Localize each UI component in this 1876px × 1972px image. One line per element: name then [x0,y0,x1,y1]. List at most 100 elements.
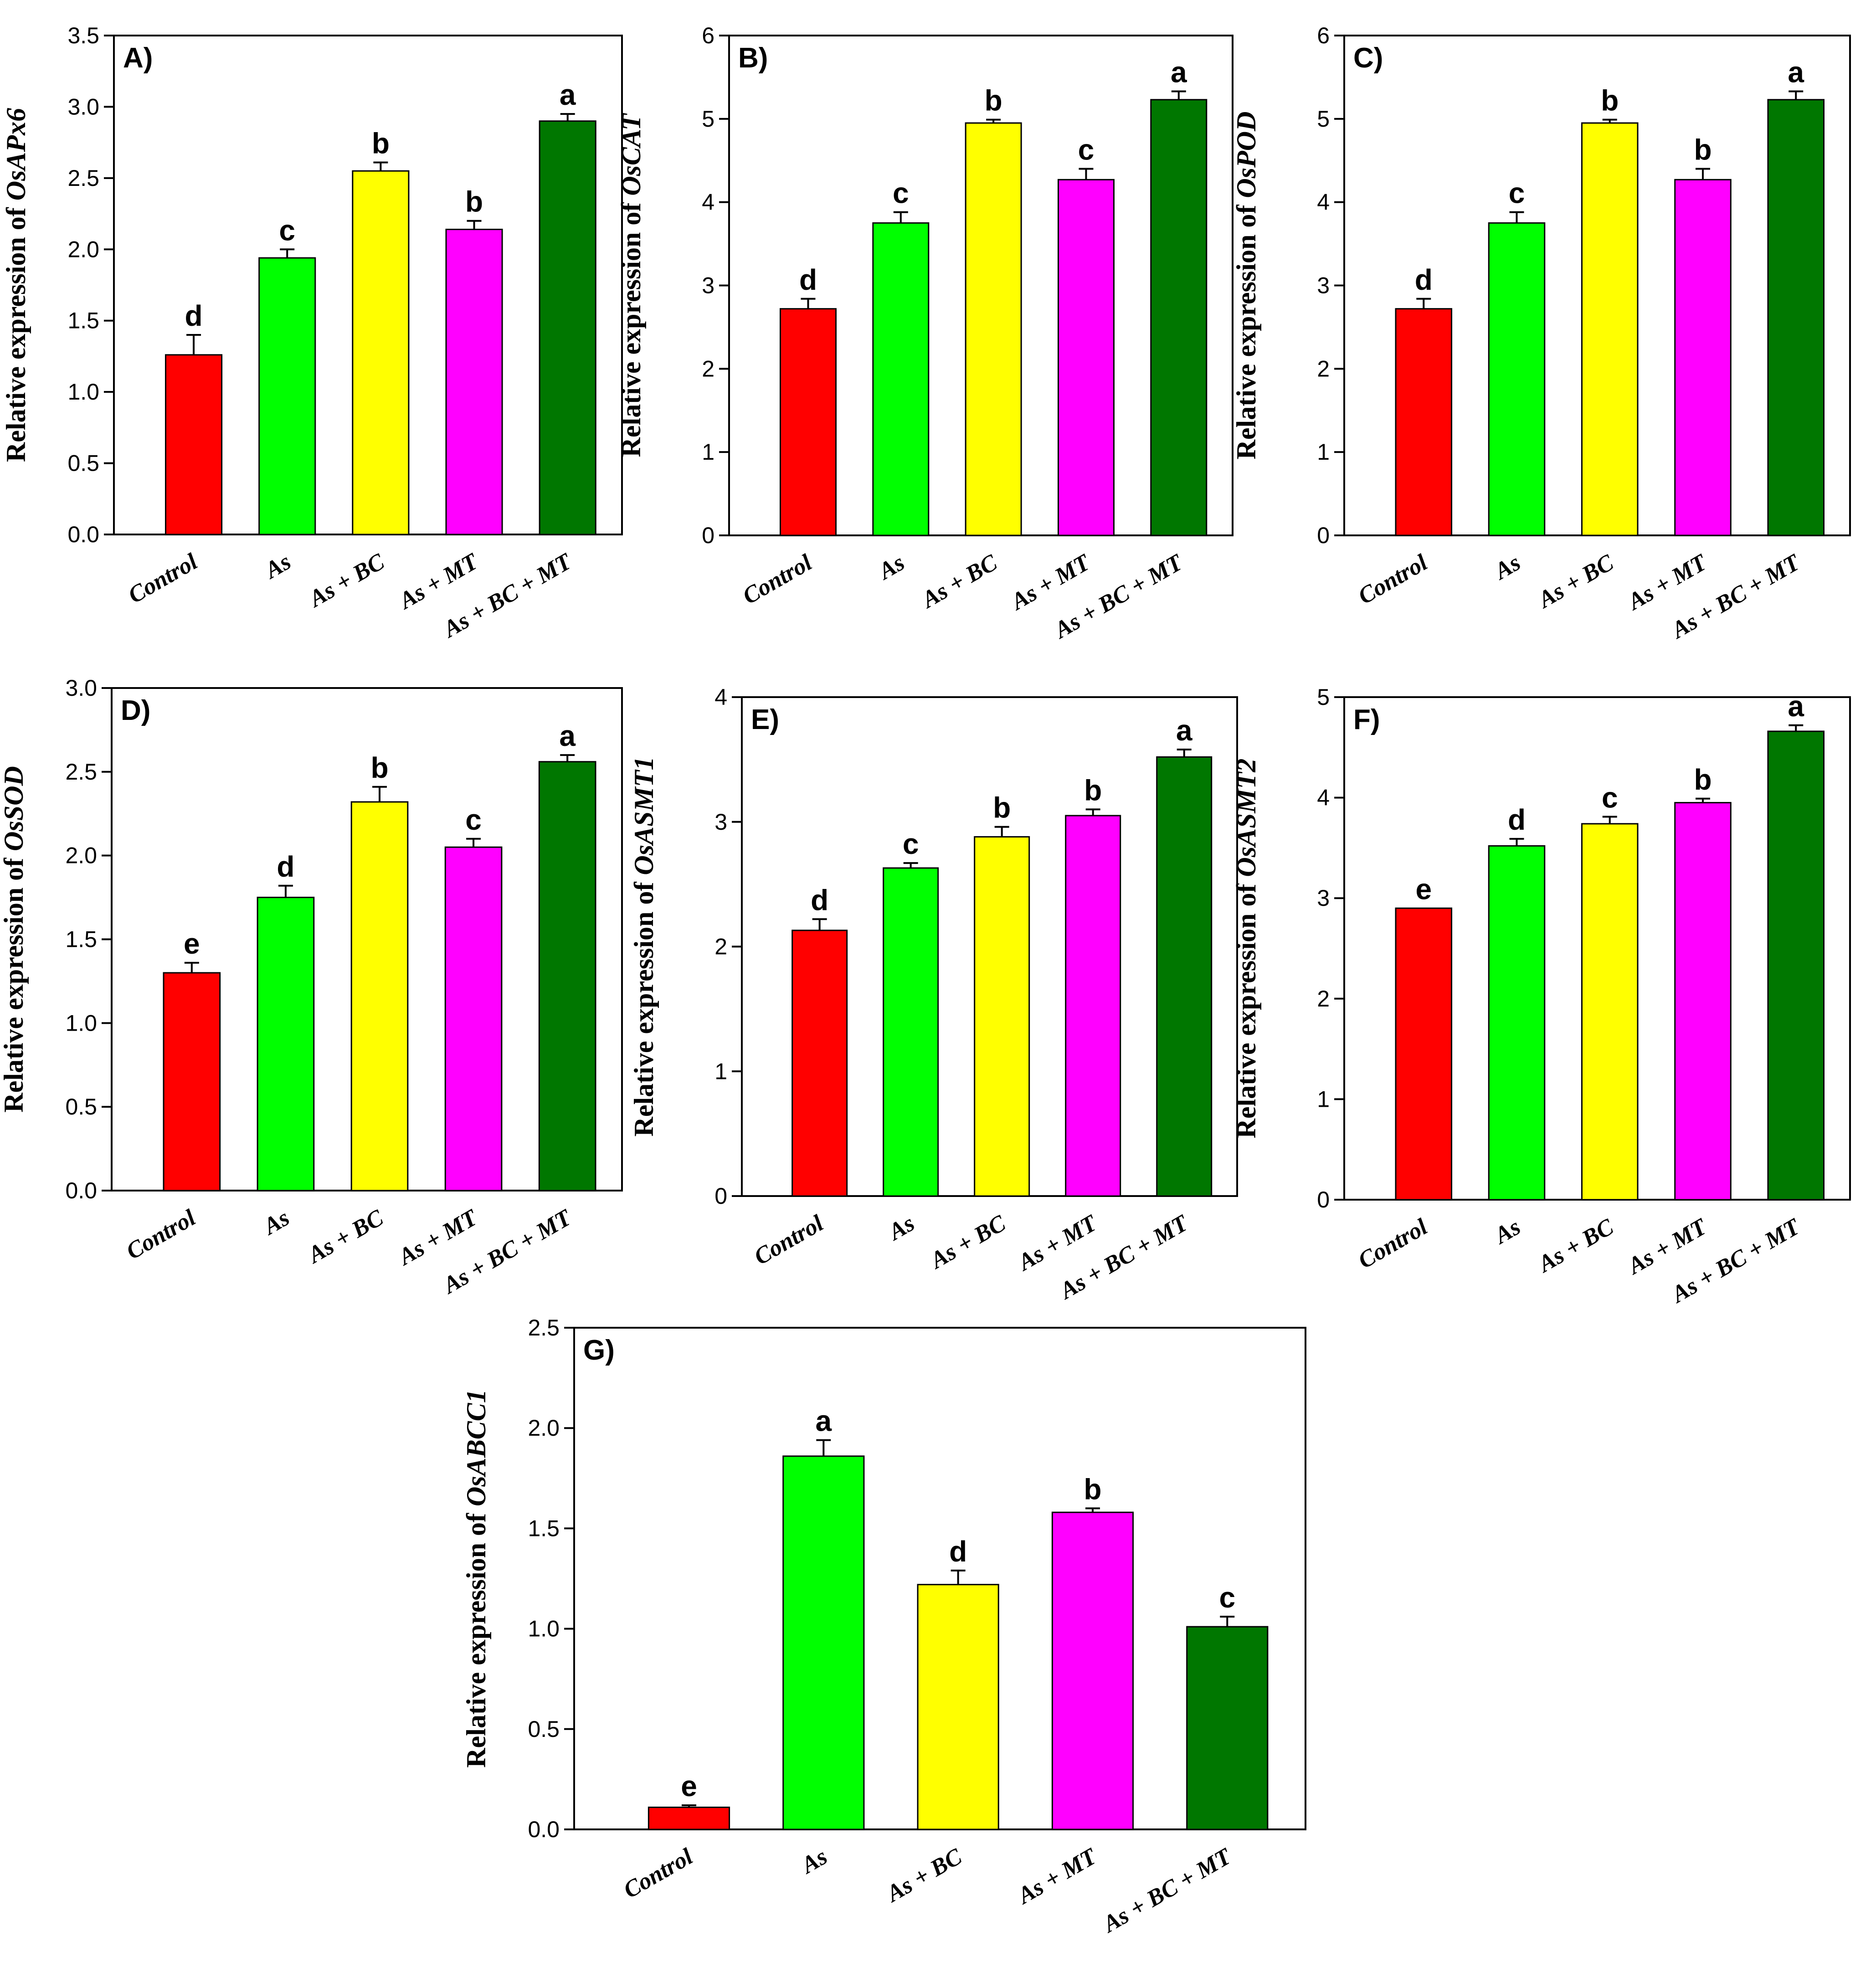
y-tick-label: 0.5 [65,1094,97,1120]
significance-letter: d [949,1535,967,1568]
x-tick-label: As [873,549,909,585]
significance-letter: c [1602,781,1618,814]
y-axis-label-prefix: Relative expression of [461,1506,491,1768]
x-tick-label: Control [1354,1214,1432,1274]
bar-as-bc [1581,122,1639,536]
y-tick-label: 3 [714,809,727,835]
y-axis-label-prefix: Relative expression of [1231,198,1261,460]
y-tick-label: 2.5 [65,759,97,785]
x-tick-label: As + BC [303,1204,388,1268]
y-tick-label: 5 [1317,684,1330,710]
significance-letter: b [465,185,483,218]
bar-as-mt [445,228,503,535]
y-tick-label: 1 [702,439,714,465]
y-axis-label: Relative expression of OsABCC1 [461,1389,491,1768]
y-tick-label: 1.5 [528,1515,560,1541]
bar-as [782,1455,865,1830]
significance-letter: d [811,883,828,916]
y-tick-label: 3.5 [67,23,99,48]
x-tick-label: As + BC [925,1210,1011,1274]
significance-letter: b [985,84,1002,117]
y-axis-label: Relative expression of OsASMT2 [1231,759,1261,1139]
x-tick-label: As + BC [1533,549,1619,613]
y-axis-label-prefix: Relative expression of [0,851,29,1113]
y-axis-label-gene: OsCAT [616,113,646,195]
y-axis-label: Relative expression of OsAPx6 [1,108,31,462]
bar-as [883,867,939,1197]
y-tick-label: 1.5 [65,927,97,952]
bar-as [1488,222,1546,536]
x-tick-label: As + BC [916,549,1002,613]
y-tick-label: 5 [1317,106,1330,132]
significance-letter: b [372,127,390,159]
y-tick-label: 2 [1317,986,1330,1012]
y-tick-label: 0.0 [528,1817,560,1842]
y-tick-label: 0.5 [528,1716,560,1742]
significance-letter: d [185,299,203,332]
chart-panel-g: 0.0 0.5 1.0 1.5 2.0 2.5 Relative expression of… [461,1315,1306,1938]
y-tick-label: 6 [702,23,714,48]
x-tick-label: Control [122,1205,200,1265]
bar-as [1488,845,1546,1201]
y-tick-label: 1.0 [528,1616,560,1642]
x-tick-label: Control [124,549,202,609]
significance-letter: b [1694,134,1712,166]
bar-control [163,972,221,1191]
significance-letter: c [465,803,482,836]
x-tick-label: Control [1354,549,1432,610]
chart-panel-e: 0 1 2 3 4 Relative expression of OsASMT1 E) d Co… [629,684,1238,1305]
significance-letter: a [560,78,576,111]
y-tick-label: 1.0 [67,379,99,405]
x-tick-label: As [260,549,296,584]
bar-as-bc-mt [1186,1626,1269,1830]
x-tick-label: Control [750,1210,828,1270]
significance-letter: e [1415,873,1432,905]
significance-letter: c [1509,177,1525,210]
y-tick-label: 4 [1317,190,1330,215]
significance-letter: b [1601,84,1619,117]
bar-control [1395,907,1453,1201]
y-tick-label: 4 [1317,785,1330,811]
significance-letter: b [1084,1473,1101,1505]
y-axis-label-gene: OsAPx6 [1,108,31,200]
y-axis-label: Relative expression of OsPOD [1231,112,1261,460]
significance-letter: c [893,177,909,210]
x-tick-label: As + BC [881,1843,967,1907]
bar-as-bc-mt [538,761,596,1191]
x-tick-label: As + BC [1533,1213,1619,1278]
y-tick-label: 0 [702,523,714,548]
y-tick-label: 2.5 [528,1315,560,1340]
x-tick-label: Control [738,549,817,610]
chart-panel-a: 0.0 0.5 1.0 1.5 2.0 2.5 3.0 3.5 Relative express… [1,23,623,643]
chart-panel-f: 0 1 2 3 4 5 Relative expression of OsASMT2 F) e C… [1231,684,1851,1309]
y-axis-label: Relative expression of OsASMT1 [629,757,659,1137]
bar-control [648,1807,730,1830]
panel-label: A) [123,42,153,74]
y-tick-label: 2.0 [528,1415,560,1441]
y-tick-label: 3 [1317,885,1330,911]
x-tick-label: As + MT [1013,1843,1102,1910]
significance-letter: c [903,827,919,860]
significance-letter: d [1415,263,1433,296]
y-tick-label: 2 [702,356,714,381]
y-tick-label: 2.5 [67,165,99,191]
y-axis-label-prefix: Relative expression of [1,200,31,462]
bar-as-mt [1051,1511,1134,1830]
bar-as-bc [965,122,1022,536]
y-tick-label: 2 [714,934,727,960]
x-tick-label: As [883,1210,919,1246]
x-tick-label: As + BC [303,548,389,612]
panel-label: B) [738,42,768,74]
y-tick-label: 6 [1317,23,1330,48]
y-tick-label: 1 [1317,439,1330,465]
bar-as-mt [444,846,503,1191]
bar-control [1395,308,1453,536]
significance-letter: b [1084,774,1102,806]
significance-letter: a [1788,690,1804,723]
x-tick-label: As [796,1844,832,1879]
panel-label: E) [751,704,779,735]
x-tick-label: As [1489,549,1525,585]
y-tick-label: 0 [1317,523,1330,548]
significance-letter: a [1176,714,1192,747]
